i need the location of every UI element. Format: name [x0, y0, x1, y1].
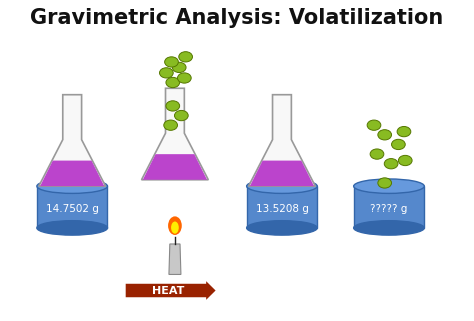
- Text: 13.5208 g: 13.5208 g: [255, 204, 309, 214]
- Circle shape: [164, 57, 178, 67]
- Ellipse shape: [246, 179, 317, 193]
- Ellipse shape: [37, 179, 108, 193]
- Polygon shape: [39, 95, 106, 186]
- Circle shape: [164, 120, 177, 130]
- Circle shape: [378, 178, 392, 188]
- Circle shape: [384, 159, 398, 169]
- Polygon shape: [142, 88, 208, 180]
- Circle shape: [166, 77, 180, 88]
- Ellipse shape: [168, 216, 182, 235]
- Circle shape: [173, 62, 186, 73]
- Circle shape: [174, 110, 188, 121]
- Circle shape: [160, 68, 173, 78]
- Circle shape: [177, 73, 191, 83]
- Circle shape: [370, 149, 384, 159]
- Polygon shape: [169, 244, 181, 274]
- Text: ????? g: ????? g: [370, 204, 408, 214]
- Ellipse shape: [37, 221, 108, 235]
- Ellipse shape: [354, 221, 424, 235]
- Ellipse shape: [354, 179, 424, 193]
- Text: 14.7502 g: 14.7502 g: [46, 204, 99, 214]
- Polygon shape: [248, 95, 315, 186]
- Polygon shape: [40, 160, 104, 186]
- Text: HEAT: HEAT: [152, 285, 185, 296]
- Text: Gravimetric Analysis: Volatilization: Gravimetric Analysis: Volatilization: [30, 8, 444, 28]
- Circle shape: [392, 139, 405, 150]
- Circle shape: [398, 155, 412, 166]
- Circle shape: [179, 52, 192, 62]
- Polygon shape: [250, 160, 314, 186]
- Circle shape: [378, 130, 392, 140]
- Bar: [246, 186, 317, 228]
- Ellipse shape: [246, 221, 317, 235]
- Ellipse shape: [171, 221, 179, 234]
- Circle shape: [367, 120, 381, 130]
- FancyArrow shape: [126, 281, 216, 300]
- Circle shape: [397, 126, 411, 137]
- Circle shape: [166, 101, 180, 111]
- Polygon shape: [143, 154, 207, 180]
- Bar: [37, 186, 108, 228]
- Bar: [354, 186, 424, 228]
